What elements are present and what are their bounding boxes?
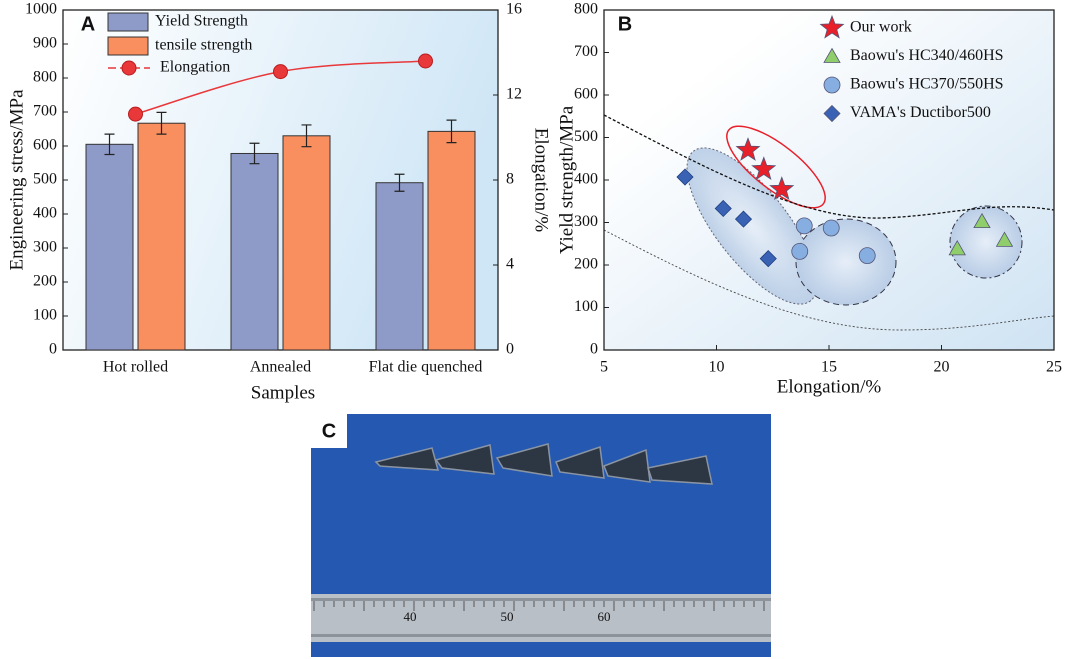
y-tick-label: 0 xyxy=(590,341,598,358)
x-axis-label: Samples xyxy=(251,382,315,403)
point xyxy=(714,199,732,218)
legend-swatch xyxy=(107,36,149,56)
legend-label: Baowu's HC340/460HS xyxy=(850,47,1004,64)
point xyxy=(759,250,777,268)
y-tick-label: 500 xyxy=(574,128,598,145)
point xyxy=(735,137,761,161)
y-tick-label: 600 xyxy=(33,137,57,154)
point xyxy=(858,247,876,264)
y-tick-label: 800 xyxy=(574,1,598,18)
x-axis-label: Elongation/% xyxy=(777,376,882,397)
y-tick-label: 16 xyxy=(506,1,522,18)
legend-label: Yield Strength xyxy=(155,13,248,30)
bar xyxy=(282,135,331,351)
group-ellipse xyxy=(726,125,826,209)
error-bar xyxy=(394,173,405,192)
point xyxy=(795,217,813,235)
bar xyxy=(85,143,134,351)
y-tick-label: 100 xyxy=(33,307,57,324)
y-tick-label: 500 xyxy=(33,171,57,188)
x-tick-label: 20 xyxy=(934,359,950,376)
y-tick-label: 100 xyxy=(574,298,598,315)
group-ellipse xyxy=(686,147,818,305)
legend-marker xyxy=(819,14,845,39)
point xyxy=(973,212,991,229)
error-bar xyxy=(446,119,457,144)
y-tick-label: 700 xyxy=(33,103,57,120)
y-tick-label: 200 xyxy=(33,273,57,290)
y-tick-label: 300 xyxy=(574,213,598,230)
y-tick-label: 800 xyxy=(33,69,57,86)
y-axis-label: Yield strength/MPa xyxy=(556,105,577,254)
x-tick-label: 25 xyxy=(1046,359,1062,376)
point xyxy=(948,240,966,256)
legend-label: Elongation xyxy=(160,59,230,76)
point xyxy=(273,64,288,80)
legend-swatch xyxy=(107,12,149,32)
group-ellipse xyxy=(795,218,897,306)
point xyxy=(822,219,840,237)
error-bar xyxy=(104,133,115,156)
y-axis-label: Engineering stress/MPa xyxy=(6,89,27,271)
y-tick-label: 12 xyxy=(506,86,522,103)
panel-label: B xyxy=(618,13,632,35)
y-tick-label: 400 xyxy=(33,205,57,222)
y-tick-label: 0 xyxy=(506,341,514,358)
ruler-label: 50 xyxy=(501,609,514,624)
error-bar xyxy=(249,142,260,165)
x-tick-label: Flat die quenched xyxy=(369,359,483,376)
point xyxy=(128,106,143,122)
y-tick-label: 900 xyxy=(33,35,57,52)
y-tick-label: 8 xyxy=(506,171,514,188)
error-bar xyxy=(156,111,167,135)
legend-label: tensile strength xyxy=(155,37,252,54)
bar xyxy=(137,122,186,351)
error-bar xyxy=(301,124,312,148)
photo xyxy=(311,414,771,657)
x-tick-label: 15 xyxy=(821,359,837,376)
point xyxy=(734,210,753,228)
y-tick-label: 4 xyxy=(506,256,514,273)
y-tick-label: 700 xyxy=(574,43,598,60)
ruler-label: 40 xyxy=(404,609,417,624)
legend-marker xyxy=(823,47,841,63)
legend-label: VAMA's Ductibor500 xyxy=(850,104,991,121)
legend-marker xyxy=(823,76,841,94)
point xyxy=(676,168,694,186)
point xyxy=(769,176,795,201)
legend-marker xyxy=(823,104,841,123)
point xyxy=(751,156,777,181)
trend-curve xyxy=(603,114,1055,219)
y-tick-label: 600 xyxy=(574,86,598,103)
point xyxy=(995,231,1014,247)
y2-axis-label: Elongation/% xyxy=(531,128,552,233)
x-tick-label: Hot rolled xyxy=(103,359,168,376)
group-ellipse xyxy=(949,205,1023,279)
x-tick-label: 10 xyxy=(709,359,725,376)
y-tick-label: 200 xyxy=(574,256,598,273)
legend-marker xyxy=(121,60,137,76)
x-tick-label: Annealed xyxy=(250,359,311,376)
y-tick-label: 1000 xyxy=(25,1,57,18)
bar xyxy=(230,152,279,351)
y-tick-label: 400 xyxy=(574,171,598,188)
bar xyxy=(375,182,424,351)
y-tick-label: 0 xyxy=(49,341,57,358)
panel-label: C xyxy=(322,420,336,442)
ruler-label: 60 xyxy=(598,609,611,624)
legend-label: Baowu's HC370/550HS xyxy=(850,76,1004,93)
x-tick-label: 5 xyxy=(600,359,608,376)
bar xyxy=(427,130,476,351)
panel-label: A xyxy=(81,13,95,35)
trend-curve xyxy=(603,229,1055,331)
point xyxy=(791,243,809,260)
legend-label: Our work xyxy=(850,19,912,36)
y-tick-label: 300 xyxy=(33,239,57,256)
point xyxy=(418,53,433,69)
